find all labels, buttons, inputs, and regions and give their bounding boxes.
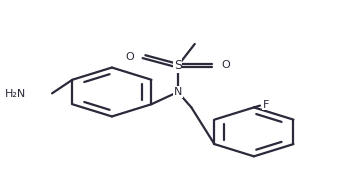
Text: O: O bbox=[222, 60, 231, 70]
Text: F: F bbox=[262, 100, 269, 110]
Text: N: N bbox=[174, 87, 182, 97]
Text: O: O bbox=[125, 52, 134, 62]
Text: S: S bbox=[174, 59, 182, 72]
Text: H₂N: H₂N bbox=[5, 89, 26, 99]
